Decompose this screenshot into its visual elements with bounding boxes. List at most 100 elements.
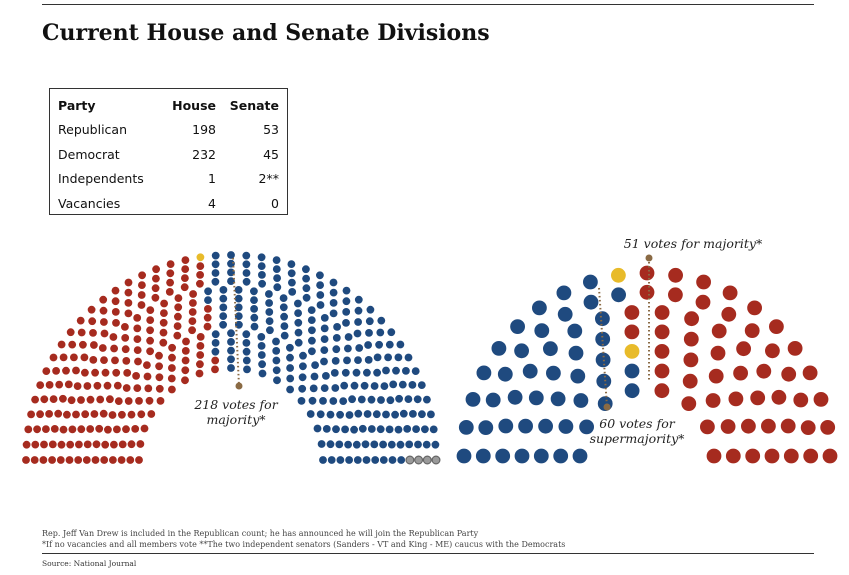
house-seat-republican <box>181 347 190 355</box>
house-seat-democrat <box>421 425 429 434</box>
house-seat-republican <box>122 357 131 365</box>
house-seat-democrat <box>219 294 228 303</box>
house-seat-republican <box>143 372 152 381</box>
house-seat-democrat <box>332 345 341 354</box>
house-seat-republican <box>109 333 118 341</box>
senate-seat-democrat <box>476 365 492 381</box>
senate-seat-democrat <box>514 343 529 359</box>
house-seat-democrat <box>272 337 280 346</box>
house-seat-democrat <box>319 456 327 464</box>
senate-seat-democrat <box>553 448 569 464</box>
house-threshold-label-line1: 218 votes for <box>193 397 278 412</box>
house-seat-republican <box>204 305 212 313</box>
house-seat-republican <box>91 368 99 377</box>
house-seat-democrat <box>364 341 372 349</box>
house-seat-republican <box>112 368 121 377</box>
house-seat-republican <box>42 367 51 375</box>
house-seat-democrat <box>391 410 399 419</box>
house-seat-republican <box>76 316 85 325</box>
senate-seat-democrat <box>533 448 549 464</box>
house-seat-republican <box>122 425 130 434</box>
house-seat-democrat <box>427 410 435 419</box>
house-seat-democrat <box>242 347 251 356</box>
senate-seat-democrat <box>475 448 491 464</box>
house-seat-democrat <box>429 425 438 434</box>
house-seat-republican <box>111 308 120 316</box>
house-seat-democrat <box>380 382 389 390</box>
house-seat-republican <box>121 345 130 354</box>
senate-seat-democrat <box>595 311 610 327</box>
house-seat-republican <box>189 299 197 307</box>
house-seat-democrat <box>320 324 329 333</box>
house-seat-democrat <box>302 284 311 293</box>
house-seat-democrat <box>234 312 243 320</box>
house-seat-democrat <box>392 366 400 375</box>
house-seat-democrat <box>332 425 340 434</box>
house-seat-democrat <box>211 269 220 277</box>
house-seat-democrat <box>342 297 351 306</box>
house-seat-democrat <box>234 294 243 303</box>
house-seat-democrat <box>227 277 235 285</box>
house-seat-republican <box>203 313 212 322</box>
house-seat-republican <box>74 456 83 464</box>
house-seat-democrat <box>363 410 372 418</box>
house-seat-republican <box>90 410 99 418</box>
senate-supermajority-label-line2: supermajority* <box>590 431 686 446</box>
house-seat-democrat <box>411 367 420 375</box>
house-seat-republican <box>196 262 205 270</box>
house-seat-democrat <box>308 336 316 345</box>
house-seat-democrat <box>379 440 387 449</box>
senate-seat-democrat <box>528 390 544 406</box>
house-seat-democrat <box>265 299 273 307</box>
house-seat-republican <box>63 410 71 419</box>
house-seat-republican <box>65 456 74 464</box>
house-seat-democrat <box>385 425 394 434</box>
house-seat-republican <box>99 306 108 315</box>
senate-seat-democrat <box>495 448 511 464</box>
house-seat-republican <box>126 456 135 464</box>
house-seat-democrat <box>242 330 251 339</box>
senate-seat-republican <box>639 265 655 281</box>
house-seat-democrat <box>382 410 390 419</box>
party-table: Party House Senate Republican 198 53 Dem… <box>49 88 288 215</box>
senate-seat-republican <box>720 419 736 434</box>
house-seat-democrat <box>257 333 266 341</box>
house-seat-democrat <box>417 381 426 389</box>
house-seat-republican <box>181 376 189 385</box>
house-seat-republican <box>127 410 136 419</box>
house-seat-republican <box>101 440 110 449</box>
house-seat-democrat <box>299 362 307 371</box>
house-seat-republican <box>100 356 108 364</box>
house-seat-democrat <box>273 274 281 282</box>
senate-supermajority-marker-line <box>598 287 608 408</box>
house-seat-republican <box>147 410 156 418</box>
senate-seat-republican <box>747 300 762 316</box>
row-house: 4 <box>208 195 216 211</box>
house-seat-democrat <box>418 410 426 419</box>
house-seat-republican <box>121 323 129 331</box>
house-seat-democrat <box>408 381 417 389</box>
house-seat-democrat <box>242 260 251 269</box>
house-seat-republican <box>168 353 176 362</box>
house-seat-democrat <box>385 340 394 349</box>
house-seat-republican <box>75 440 83 449</box>
house-seat-republican <box>127 440 136 449</box>
house-seat-republican <box>152 274 160 283</box>
house-seat-republican <box>104 425 112 434</box>
house-seat-democrat <box>362 456 371 464</box>
house-seat-democrat <box>431 440 440 449</box>
house-seat-republican <box>160 309 168 317</box>
house-seat-democrat <box>402 367 410 375</box>
senate-seat-republican <box>787 341 803 356</box>
senate-seat-republican <box>706 448 722 464</box>
house-seat-democrat <box>319 397 327 405</box>
senate-seat-republican <box>722 285 738 301</box>
house-seat-democrat <box>373 368 381 377</box>
house-seat-democrat <box>341 368 350 377</box>
senate-seat-republican <box>639 284 655 300</box>
senate-seat-democrat <box>572 448 588 464</box>
house-seat-democrat <box>363 368 371 377</box>
house-seat-democrat <box>307 316 316 324</box>
house-seat-democrat <box>344 344 352 353</box>
senate-seat-republican <box>668 267 683 283</box>
